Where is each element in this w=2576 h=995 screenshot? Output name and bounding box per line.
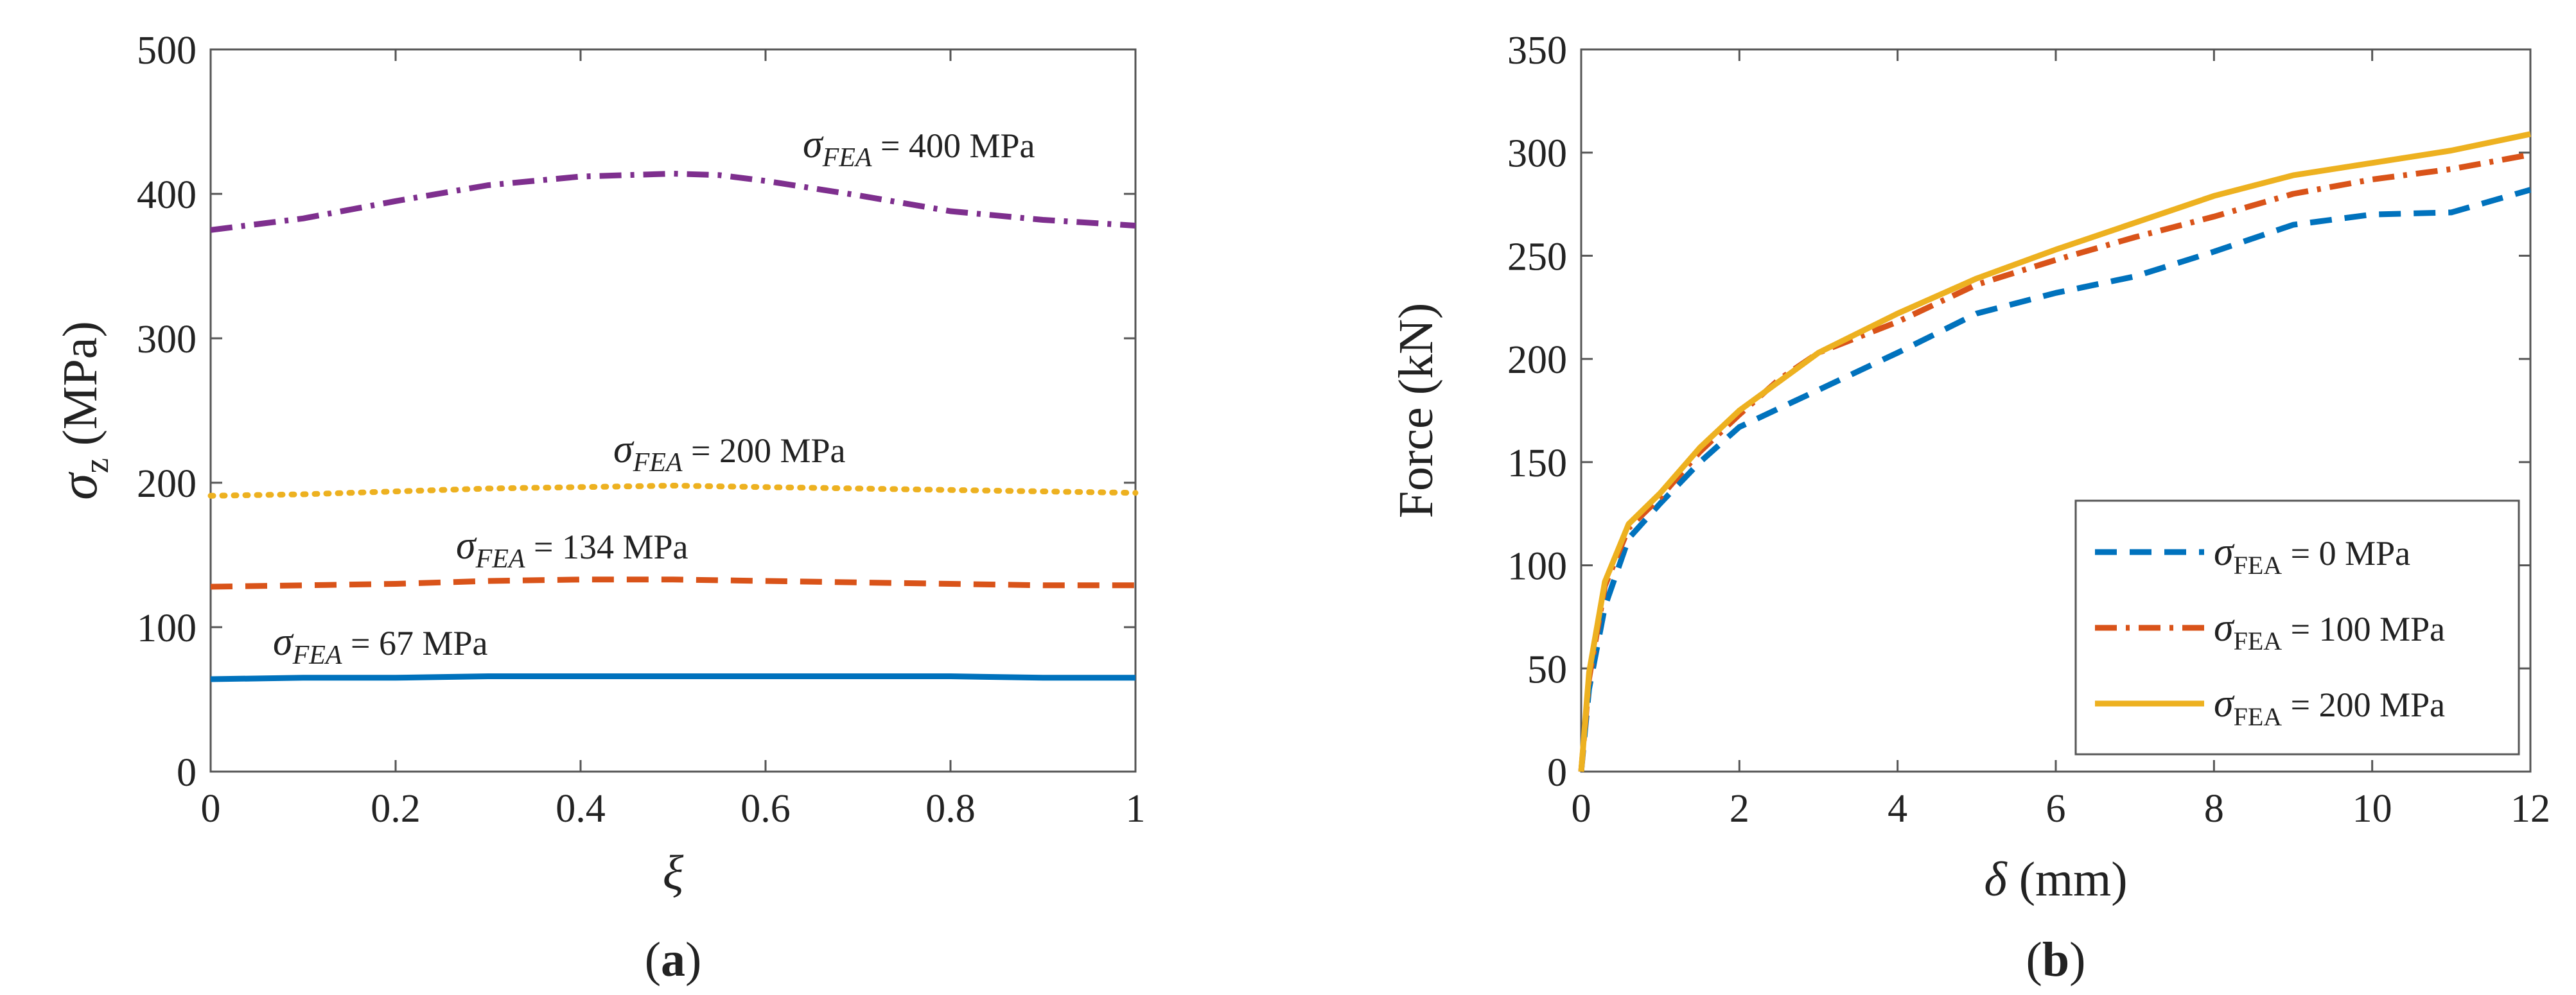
x-tick-label: 12 — [2510, 787, 2550, 831]
y-tick-label: 100 — [137, 607, 197, 650]
legend-entry: σFEA = 100 MPa — [2214, 606, 2445, 655]
y-tick-label: 350 — [1507, 29, 1567, 73]
x-tick-label: 6 — [2046, 787, 2066, 831]
x-tick-label: 2 — [1730, 787, 1749, 831]
x-tick-label: 0 — [1572, 787, 1591, 831]
series-annotation: σFEA = 400 MPa — [803, 123, 1035, 173]
x-axis-label: ξ — [663, 846, 684, 900]
series-line-3 — [1578, 131, 2531, 772]
x-tick-label: 0.4 — [556, 787, 606, 831]
y-tick-label: 50 — [1527, 648, 1567, 691]
y-tick-label: 300 — [1507, 132, 1567, 176]
x-tick-label: 0.2 — [371, 787, 421, 831]
x-tick-label: 10 — [2353, 787, 2392, 831]
series-line-1 — [210, 171, 1136, 233]
legend-entry: σFEA = 0 MPa — [2214, 530, 2410, 580]
y-tick-label: 200 — [1507, 338, 1567, 382]
y-axis-label: σz (MPa) — [49, 321, 116, 500]
x-tick-label: 0.6 — [740, 787, 791, 831]
series-line-3 — [210, 576, 1135, 590]
series-line-4 — [210, 673, 1135, 682]
y-tick-label: 150 — [1507, 442, 1567, 485]
series-annotation: σFEA = 67 MPa — [273, 620, 488, 670]
panel-label: (a) — [645, 933, 702, 987]
y-tick-label: 0 — [177, 751, 197, 795]
series-annotation: σFEA = 134 MPa — [456, 524, 688, 574]
y-tick-label: 500 — [137, 29, 197, 73]
panel-label: (b) — [2026, 933, 2086, 987]
legend-entry: σFEA = 200 MPa — [2214, 682, 2445, 731]
series-annotation: σFEA = 200 MPa — [613, 428, 846, 478]
chart-panel-b: 0 2 4 6 8 10 12 0 50 100 150 200 250 300 350 δ (mm) Forc… — [1389, 29, 2550, 987]
y-axis-label: Force (kN) — [1389, 303, 1443, 519]
y-tick-label: 250 — [1507, 235, 1567, 279]
x-tick-label: 8 — [2204, 787, 2224, 831]
x-tick-label: 4 — [1888, 787, 1907, 831]
plot-area-frame — [209, 48, 1137, 773]
series-line-1 — [1578, 187, 2532, 772]
y-tick-label: 0 — [1547, 751, 1567, 795]
series-line-2 — [207, 483, 1139, 499]
x-tick-label: 1 — [1126, 787, 1146, 831]
x-tick-label: 0.8 — [925, 787, 976, 831]
y-tick-label: 300 — [137, 318, 197, 361]
chart-panel-a: 0 0.2 0.4 0.6 0.8 1 0 100 200 300 400 500 σFEA = 400… — [49, 29, 1146, 987]
y-tick-label: 200 — [137, 462, 197, 506]
y-tick-label: 100 — [1507, 545, 1567, 589]
x-axis-label: δ (mm) — [1984, 852, 2127, 906]
y-tick-label: 400 — [137, 173, 197, 217]
x-tick-label: 0 — [201, 787, 221, 831]
